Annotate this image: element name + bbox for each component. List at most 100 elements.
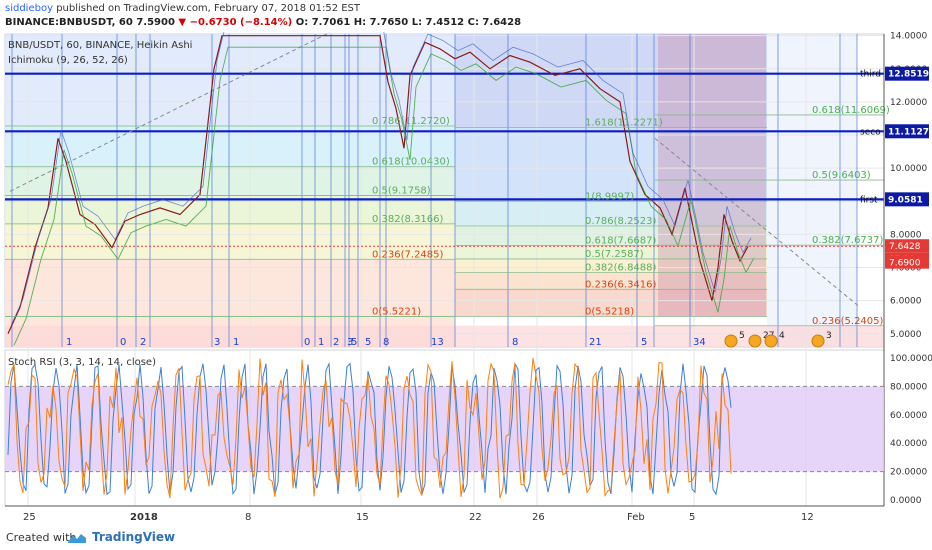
bar-count-label: 21 bbox=[589, 337, 602, 348]
fib-zone-2 bbox=[455, 245, 767, 259]
change-text: ▼ −0.6730 (−8.14%) bbox=[178, 17, 293, 28]
fib-zone-2 bbox=[455, 226, 767, 246]
stoch-d-line bbox=[7, 361, 732, 496]
fib-label: 1(8.9997) bbox=[585, 191, 634, 202]
bar-count-label: 13 bbox=[431, 337, 444, 348]
level-price-tag bbox=[885, 192, 929, 207]
bar-count-label: 5 bbox=[641, 337, 647, 348]
symbol-text: BINANCE:BNBUSDT, 60 bbox=[5, 17, 133, 28]
price-axis[interactable]: 5.00006.00007.00008.00009.000010.000011.… bbox=[883, 32, 929, 506]
fib-zone-2 bbox=[455, 127, 767, 202]
footer: Created with TradingView bbox=[0, 526, 932, 550]
fib-label: 0.786(8.2523) bbox=[585, 216, 657, 227]
level-line-name: seco bbox=[860, 127, 881, 137]
chart-legend: BNB/USDT, 60, BINANCE, Heikin Ashi Ichim… bbox=[8, 40, 192, 368]
chart-header: siddieboy published on TradingView.com, … bbox=[0, 0, 932, 32]
bar-count-label: 3 bbox=[214, 337, 220, 348]
time-tick-label: 25 bbox=[23, 512, 36, 523]
osc-tick-label: 40.0000 bbox=[890, 439, 927, 449]
event-flag-icon bbox=[724, 334, 738, 348]
price-line bbox=[7, 35, 749, 335]
time-tick-label: 2018 bbox=[130, 512, 158, 523]
price-tag bbox=[885, 239, 929, 253]
level-line-name: first bbox=[860, 195, 878, 205]
legend-indicator: Ichimoku (9, 26, 52, 26) bbox=[8, 55, 128, 66]
event-flag-icon bbox=[764, 334, 778, 348]
bottom-band bbox=[5, 325, 884, 347]
fib-labels: 0.786(11.2720) 0.618(10.0430) 0.5(9.1758) 0… bbox=[5, 105, 890, 348]
ichimoku-line bbox=[13, 46, 755, 346]
fib-zone-2 bbox=[455, 272, 767, 290]
fib-zone-2 bbox=[455, 201, 767, 227]
level-price-text: 12.8519 bbox=[888, 70, 929, 80]
time-tick-label: 5 bbox=[689, 512, 695, 523]
fib-label: 1.618(11.2271) bbox=[585, 117, 663, 128]
fib-zones bbox=[5, 34, 884, 347]
author-link[interactable]: siddieboy bbox=[5, 3, 53, 14]
level-line-name: third bbox=[860, 70, 881, 80]
bar-count-label: 5 bbox=[365, 337, 371, 348]
bar-count-label: 0 bbox=[120, 337, 126, 348]
last-price: 7.5900 bbox=[136, 17, 175, 28]
event-flag-icon bbox=[748, 334, 762, 348]
bar-count-label: 0 bbox=[304, 337, 310, 348]
tradingview-logo-icon bbox=[68, 534, 86, 543]
level-price-tag bbox=[885, 66, 929, 81]
projection-zone bbox=[767, 34, 857, 347]
bar-count-label: 1 bbox=[233, 337, 239, 348]
fib-label: 0(5.5221) bbox=[372, 306, 421, 317]
osc-tick-label: 20.0000 bbox=[890, 468, 927, 478]
bar-count-label: 1 bbox=[66, 337, 72, 348]
level-price-tag bbox=[885, 124, 929, 139]
trend-line bbox=[9, 32, 331, 192]
bar-count-label: 8 bbox=[383, 337, 389, 348]
time-tick-label: 26 bbox=[532, 512, 545, 523]
osc-band bbox=[5, 386, 884, 472]
time-axis[interactable]: 25 2018 8 15 22 26 Feb 5 12 bbox=[5, 505, 884, 523]
price-tag-text: 7.6428 bbox=[889, 242, 921, 252]
tradingview-brand[interactable]: TradingView bbox=[92, 530, 176, 544]
fib-label: 0.618(7.6687) bbox=[585, 235, 657, 246]
time-tick-label: Feb bbox=[627, 512, 645, 523]
time-tick-label: 22 bbox=[469, 512, 482, 523]
level-price-text: 9.0581 bbox=[888, 195, 923, 205]
fib-label: 0.5(9.1758) bbox=[372, 185, 431, 196]
highlight-zone bbox=[658, 34, 766, 317]
trend-line bbox=[654, 137, 861, 308]
osc-tick-label: 60.0000 bbox=[890, 411, 927, 421]
level-price-text: 11.1127 bbox=[888, 127, 929, 137]
level-lines: third seco first bbox=[5, 32, 884, 308]
fib-zone-2 bbox=[455, 34, 767, 128]
price-tick-label: 14.0000 bbox=[890, 32, 927, 42]
event-flag-count: 4 bbox=[779, 331, 785, 341]
fib-label: 0(5.5218) bbox=[585, 306, 634, 317]
fib-label: 0.236(7.2485) bbox=[372, 249, 444, 260]
fib-label: 0.236(5.2405) bbox=[812, 316, 884, 327]
bar-count-label: 8 bbox=[512, 337, 518, 348]
fib-label: 0.382(6.8488) bbox=[585, 263, 657, 274]
price-tick-label: 12.0000 bbox=[890, 98, 927, 108]
fib-label: 0.786(11.2720) bbox=[372, 116, 450, 127]
fib-label: 0.618(10.0430) bbox=[372, 157, 450, 168]
fib-label: 0.236(6.3416) bbox=[585, 279, 657, 290]
event-flag-icon bbox=[811, 334, 825, 348]
osc-tick-label: 80.0000 bbox=[890, 382, 927, 392]
price-tick-label: 6.0000 bbox=[890, 297, 922, 307]
fib-label: 0.618(11.6069) bbox=[812, 105, 890, 116]
fib-label: 0.5(7.2587) bbox=[585, 249, 644, 260]
fib-label: 0.382(8.3166) bbox=[372, 214, 444, 225]
ohlc-text: O: 7.7061 H: 7.7650 L: 7.4512 C: 7.6428 bbox=[295, 17, 522, 28]
fib-zone-2 bbox=[455, 258, 767, 273]
fib-label: 0.382(7.6737) bbox=[812, 235, 884, 246]
fib-label: 0.5(9.6403) bbox=[812, 170, 871, 181]
event-flag-count: 3 bbox=[826, 331, 832, 341]
price-tag-text: 7.6900 bbox=[889, 259, 921, 269]
osc-title: Stoch RSI (3, 3, 14, 14, close) bbox=[8, 357, 156, 368]
bar-count-label: 5 bbox=[351, 337, 357, 348]
price-tick-label: 10.0000 bbox=[890, 164, 927, 174]
price-tick-label: 5.0000 bbox=[890, 330, 922, 340]
bar-count-label: 34 bbox=[693, 337, 706, 348]
event-flag-count: 5 bbox=[739, 331, 745, 341]
bar-count-label: 3 bbox=[347, 337, 353, 348]
